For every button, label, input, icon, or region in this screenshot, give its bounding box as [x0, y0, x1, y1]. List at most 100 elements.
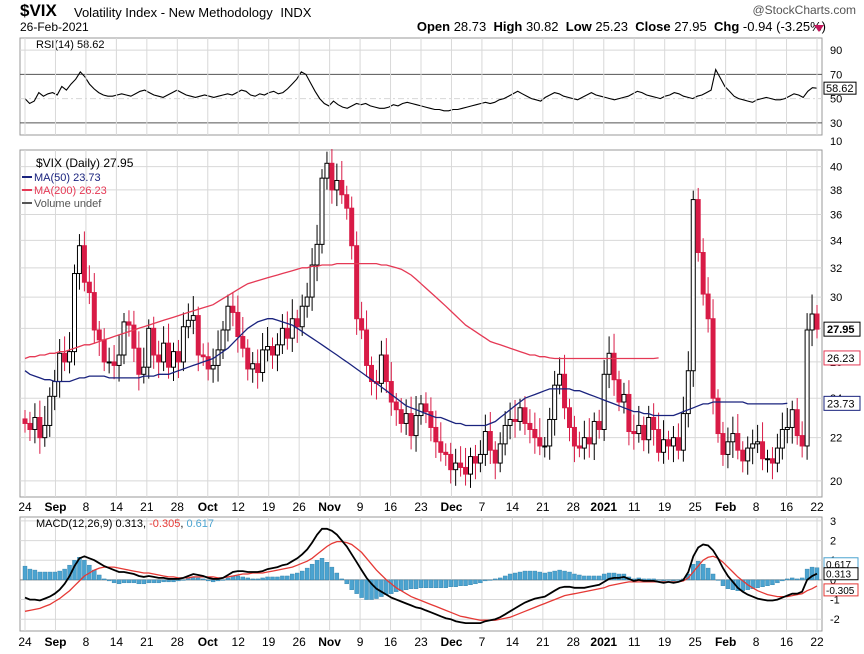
legend-entry: MA(50) 23.73: [34, 172, 101, 184]
macd-hist-bar: [319, 558, 325, 581]
candle-body: [670, 437, 676, 447]
candle-body: [656, 428, 662, 453]
macd-hist-bar: [379, 579, 384, 597]
candle-body: [146, 327, 152, 368]
macd-hist-bar: [364, 579, 369, 600]
price-label-text: 26.23: [827, 353, 855, 365]
macd-x-axis-label: 19: [658, 635, 672, 649]
macd-x-axis-label: 21: [140, 635, 154, 649]
candle-body: [309, 264, 315, 298]
candle-body: [552, 384, 558, 420]
x-axis-label: 14: [506, 500, 520, 514]
macd-x-axis-label: 11: [628, 635, 641, 649]
candle-body: [616, 379, 622, 403]
candle-body: [171, 351, 176, 368]
candle-body: [769, 458, 775, 464]
x-axis-label: 21: [536, 500, 550, 514]
macd-hist-bar: [512, 572, 518, 581]
candle-body: [81, 245, 87, 283]
candle-body: [235, 311, 241, 338]
macd-x-axis-label: 8: [83, 635, 90, 649]
macd-hist-bar: [601, 573, 607, 581]
macd-hist-bar: [235, 575, 241, 581]
x-axis-label: 26: [292, 500, 306, 514]
candle-body: [344, 194, 350, 209]
candle-body: [314, 243, 320, 266]
macd-hist-bar: [111, 579, 117, 584]
candle-body: [814, 313, 820, 330]
macd-x-axis-label: 26: [292, 635, 306, 649]
macd-hist-bar: [661, 579, 666, 582]
macd-hist-bar: [42, 571, 47, 581]
macd-hist-bar: [225, 577, 231, 581]
high-label: High: [493, 19, 523, 34]
candle-body: [641, 424, 647, 441]
macd-hist-bar: [156, 579, 161, 584]
candle-body: [111, 361, 117, 366]
candle-body: [37, 417, 43, 439]
candle-body: [324, 162, 330, 179]
macd-hist-bar: [265, 576, 270, 581]
macd-hist-bar: [478, 579, 483, 584]
macd-hist-bar: [443, 579, 448, 588]
macd-hist-bar: [349, 579, 354, 590]
candle-body: [106, 361, 112, 364]
candle-body: [725, 441, 731, 455]
macd-hist-bar: [715, 579, 721, 581]
macd-hist-bar: [458, 579, 463, 586]
security-name-text: Volatility Index - New Methodology: [74, 5, 273, 20]
macd-hist-bar: [755, 579, 760, 588]
macd-hist-bar: [304, 567, 310, 581]
candle-body: [621, 393, 627, 403]
price-tick-label: 20: [830, 476, 842, 488]
candle-body: [700, 252, 706, 295]
x-axis-label: 19: [262, 500, 276, 514]
macd-hist-bar: [52, 571, 57, 581]
macd-hist-bar: [473, 579, 478, 585]
candle-body: [779, 428, 785, 449]
candle-body: [730, 433, 736, 443]
legend-entry: MA(200) 26.23: [34, 185, 107, 197]
macd-hist-bar: [324, 562, 330, 581]
macd-x-axis-label: 7: [479, 635, 486, 649]
price-tick-label: 34: [830, 235, 842, 247]
candle-body: [22, 418, 28, 424]
x-axis-label: Feb: [715, 500, 736, 514]
macd-hist-bar: [423, 579, 429, 588]
macd-hist-bar: [785, 578, 790, 581]
candle-body: [581, 437, 587, 449]
candle-body: [477, 453, 483, 464]
candle-body: [428, 411, 434, 428]
candle-body: [740, 449, 746, 462]
candle-body: [468, 456, 473, 475]
rsi-tick-label: 10: [830, 136, 842, 148]
candle-body: [136, 347, 142, 375]
macd-hist-bar: [136, 579, 142, 585]
macd-hist-bar: [671, 579, 676, 582]
candle-body: [166, 342, 172, 368]
candle-body: [755, 441, 761, 445]
candle-body: [537, 437, 543, 447]
macd-hist-bar: [37, 571, 43, 581]
candle-body: [789, 409, 795, 428]
x-axis-label: 23: [414, 500, 428, 514]
macd-hist-bar: [384, 579, 389, 595]
macd-hist-bar: [369, 579, 374, 600]
candle-body: [661, 439, 667, 453]
candle-body: [240, 336, 246, 349]
rsi-title: RSI(14) 58.62: [36, 39, 104, 51]
x-axis-label: 21: [140, 500, 154, 514]
x-axis-label: 25: [688, 500, 702, 514]
candle-body: [91, 292, 97, 331]
close-value: 27.95: [674, 19, 707, 34]
price-tick-label: 40: [830, 162, 842, 174]
macd-label-box: [823, 583, 859, 597]
macd-x-axis-label: 22: [810, 635, 824, 649]
candle-body: [448, 453, 454, 471]
low-value: 25.23: [595, 19, 628, 34]
x-axis-label: 19: [658, 500, 672, 514]
x-axis-label: 16: [384, 500, 398, 514]
candle-body: [101, 339, 107, 363]
macd-hist-bar: [582, 575, 587, 581]
